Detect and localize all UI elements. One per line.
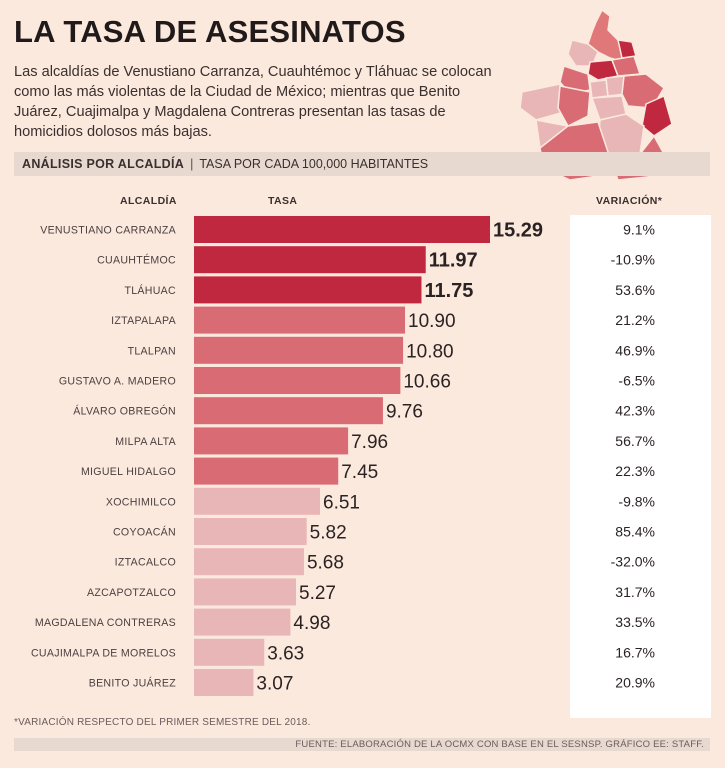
value-label: 6.51	[323, 492, 360, 513]
category-label: MILPA ALTA	[115, 436, 176, 448]
bar	[194, 608, 291, 636]
bar	[194, 457, 339, 485]
value-label: 5.82	[310, 523, 347, 544]
bar	[194, 216, 490, 243]
variation-label: 85.4%	[615, 524, 655, 540]
value-label: 4.98	[293, 613, 330, 634]
variation-label: 21.2%	[615, 312, 655, 328]
value-label: 7.96	[351, 432, 388, 453]
bar	[194, 548, 304, 576]
value-label: 11.75	[424, 280, 473, 302]
category-label: CUAUHTÉMOC	[97, 254, 176, 267]
category-label: VENUSTIANO CARRANZA	[40, 225, 176, 237]
bar	[194, 487, 321, 515]
value-label: 3.63	[267, 643, 304, 664]
bar	[194, 276, 422, 304]
variation-label: -32.0%	[611, 554, 655, 570]
category-label: AZCAPOTZALCO	[87, 587, 176, 599]
map-region-venustiano-carranza	[617, 39, 637, 59]
variation-label: 46.9%	[615, 342, 655, 358]
variation-label: -6.5%	[618, 373, 655, 389]
variation-label: 16.7%	[615, 644, 655, 660]
bar	[194, 638, 265, 666]
category-label: TLÁHUAC	[124, 284, 176, 297]
bar	[194, 427, 349, 455]
column-header-variacion: VARIACIÓN*	[596, 195, 663, 207]
value-label: 10.66	[403, 372, 451, 393]
category-label: MAGDALENA CONTRERAS	[35, 617, 176, 629]
value-label: 5.68	[307, 553, 344, 574]
subheader-separator: |	[190, 157, 194, 171]
category-label: ÁLVARO OBREGÓN	[73, 405, 176, 418]
variation-label: -10.9%	[611, 252, 655, 268]
bar	[194, 336, 404, 364]
intro-paragraph: Las alcaldías de Venustiano Carranza, Cu…	[14, 64, 492, 140]
category-label: TLALPAN	[128, 345, 176, 357]
column-header-tasa: TASA	[268, 195, 298, 207]
subheader-label: ANÁLISIS POR ALCALDÍA	[22, 157, 185, 171]
bar	[194, 518, 307, 545]
value-label: 7.45	[341, 462, 378, 483]
source-bar: FUENTE: ELABORACIÓN DE LA OCMX CON BASE …	[14, 738, 710, 751]
bar	[194, 578, 297, 606]
category-label: XOCHIMILCO	[106, 496, 176, 508]
bar	[194, 306, 406, 334]
map-region-tlahuac	[641, 94, 673, 137]
variation-label: 20.9%	[615, 675, 655, 691]
variation-column-background	[570, 215, 711, 718]
variation-label: 42.3%	[615, 403, 655, 419]
variation-label: 33.5%	[615, 614, 655, 630]
variation-label: -9.8%	[618, 493, 655, 509]
source-text: FUENTE: ELABORACIÓN DE LA OCMX CON BASE …	[295, 739, 704, 750]
value-label: 10.80	[406, 341, 454, 362]
category-label: CUAJIMALPA DE MORELOS	[31, 647, 176, 659]
chart-title: LA TASA DE ASESINATOS	[14, 14, 406, 49]
map-region-alvaro-obregon	[557, 85, 591, 127]
variation-label: 31.7%	[615, 584, 655, 600]
variation-label: 9.1%	[623, 222, 655, 238]
bar	[194, 397, 383, 425]
variation-label: 22.3%	[615, 463, 655, 479]
category-label: BENITO JUÁREZ	[89, 677, 177, 690]
bar	[194, 246, 426, 274]
bar	[194, 367, 401, 394]
variation-label: 56.7%	[615, 433, 655, 449]
category-label: GUSTAVO A. MADERO	[59, 376, 176, 388]
column-header-alcaldia: ALCALDÍA	[120, 195, 177, 207]
bar	[194, 669, 254, 696]
subheader-unit: TASA POR CADA 100,000 HABITANTES	[199, 157, 429, 171]
map-region-cuajimalpa	[519, 83, 565, 121]
category-label: MIGUEL HIDALGO	[81, 466, 176, 478]
category-label: IZTAPALAPA	[111, 315, 176, 327]
value-label: 10.90	[408, 311, 456, 332]
value-label: 3.07	[256, 674, 293, 695]
chart-subheader: ANÁLISIS POR ALCALDÍA | TASA POR CADA 10…	[14, 152, 710, 176]
value-label: 15.29	[493, 220, 543, 242]
category-label: IZTACALCO	[115, 557, 176, 569]
footnote: *VARIACIÓN RESPECTO DEL PRIMER SEMESTRE …	[14, 717, 311, 728]
value-label: 11.97	[429, 250, 478, 272]
value-label: 5.27	[299, 583, 336, 604]
value-label: 9.76	[386, 402, 423, 423]
category-label: COYOACÁN	[113, 526, 176, 539]
variation-label: 53.6%	[615, 282, 655, 298]
